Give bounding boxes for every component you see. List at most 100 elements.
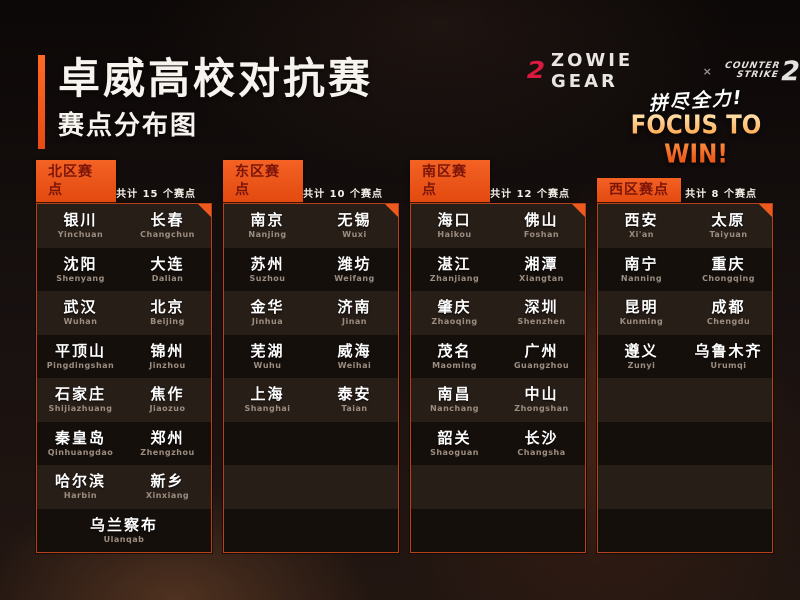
region-row: 乌兰察布 Ulanqab [37, 508, 211, 552]
city-name-zh: 石家庄 [54, 385, 106, 404]
region-row [224, 465, 398, 509]
city-name-zh: 茂名 [437, 341, 472, 360]
region-tab: 东区赛点 [223, 159, 304, 203]
region-row: 湛江 Zhanjiang 湘潭 Xiangtan [411, 247, 585, 291]
city-name-pinyin: Jiaozuo [149, 404, 186, 414]
region-row: 金华 Jinhua 济南 Jinan [224, 291, 398, 335]
city-list: 海口 Haikou 佛山 Foshan 湛江 Zhanjiang 湘潭 Xiangtan 肇庆 Z… [411, 204, 585, 552]
city-item: 广州 Guangzhou [498, 342, 585, 370]
region-row: 芜湖 Wuhu 威海 Weihai [224, 334, 398, 378]
city-list: 西安 Xi'an 太原 Taiyuan 南宁 Nanning 重庆 Chongqing 昆明 Ku… [598, 204, 772, 552]
city-name-zh: 重庆 [711, 254, 746, 273]
city-name-zh: 中山 [524, 385, 559, 404]
city-item: 泰安 Taian [311, 385, 398, 413]
city-item: 乌兰察布 Ulanqab [37, 515, 211, 544]
city-item: 西安 Xi'an [598, 211, 685, 240]
city-item: 海口 Haikou [411, 211, 498, 239]
city-item: 平顶山 Pingdingshan [37, 341, 124, 370]
city-name-pinyin: Zhengzhou [140, 447, 195, 457]
city-name-pinyin: Xi'an [629, 230, 654, 240]
city-name-pinyin: Yinchuan [57, 230, 104, 240]
city-item: 郑州 Zhengzhou [124, 429, 211, 457]
city-name-zh: 苏州 [250, 254, 285, 273]
city-name-zh: 遵义 [624, 341, 659, 360]
city-name-pinyin: Changchun [140, 230, 195, 240]
city-item: 佛山 Foshan [498, 211, 585, 239]
corner-fold-icon [198, 204, 211, 217]
city-name-pinyin: Xinxiang [145, 491, 190, 501]
region-header: 南区赛点 共计 12 个赛点 [410, 159, 586, 203]
region-row: 秦皇岛 Qinhuangdao 郑州 Zhengzhou [37, 421, 211, 465]
region-row: 石家庄 Shijiazhuang 焦作 Jiaozuo [37, 378, 211, 422]
region-row [224, 508, 398, 552]
city-item: 重庆 Chongqing [685, 254, 772, 283]
region-panel: 南京 Nanjing 无锡 Wuxi 苏州 Suzhou 潍坊 Weifang 金华 Jinhua… [223, 203, 399, 553]
city-name-pinyin: Ulanqab [103, 534, 145, 544]
city-item: 遵义 Zunyi [598, 341, 685, 370]
city-name-zh: 新乡 [150, 472, 185, 491]
region-tab: 西区赛点 [597, 177, 681, 203]
title-block: 卓威高校对抗赛 赛点分布图 [38, 54, 373, 149]
city-item: 乌鲁木齐 Urumqi [685, 341, 772, 370]
city-list: 银川 Yinchuan 长春 Changchun 沈阳 Shenyang 大连 Dalian 武… [37, 204, 211, 552]
city-name-zh: 乌鲁木齐 [694, 341, 763, 360]
corner-fold-icon [759, 204, 772, 217]
city-item: 秦皇岛 Qinhuangdao [37, 429, 124, 457]
region-count: 共计 8 个赛点 [685, 189, 757, 200]
city-item: 成都 Chengdu [685, 298, 772, 326]
region-row: 昆明 Kunming 成都 Chengdu [598, 291, 772, 335]
city-name-pinyin: Pingdingshan [46, 360, 115, 370]
city-name-pinyin: Shaoguan [430, 447, 479, 457]
city-name-pinyin: Shenzhen [517, 317, 566, 327]
city-name-zh: 佛山 [524, 211, 559, 230]
city-name-zh: 太原 [711, 211, 746, 230]
city-name-pinyin: Weifang [334, 273, 375, 283]
region-row: 上海 Shanghai 泰安 Taian [224, 378, 398, 422]
city-item: 南昌 Nanchang [411, 385, 498, 414]
city-name-zh: 济南 [337, 298, 372, 317]
city-name-zh: 平顶山 [54, 341, 106, 360]
region-row: 苏州 Suzhou 潍坊 Weifang [224, 247, 398, 291]
city-name-zh: 成都 [711, 298, 746, 317]
city-item: 金华 Jinhua [224, 298, 311, 326]
city-item: 深圳 Shenzhen [498, 298, 585, 327]
city-item: 长沙 Changsha [498, 429, 585, 457]
city-name-pinyin: Nanjing [248, 230, 287, 240]
city-name-pinyin: Shanghai [244, 404, 291, 414]
city-name-pinyin: Zhanjiang [429, 273, 480, 283]
city-name-pinyin: Zhongshan [514, 404, 569, 414]
city-name-zh: 潍坊 [337, 254, 372, 273]
city-item: 昆明 Kunming [598, 298, 685, 326]
city-name-zh: 哈尔滨 [54, 472, 106, 491]
city-item: 济南 Jinan [311, 298, 398, 326]
city-name-pinyin: Wuhan [63, 317, 98, 327]
region-column-west: 西区赛点 共计 8 个赛点 西安 Xi'an 太原 Taiyuan 南宁 Nanning 重… [597, 176, 773, 553]
city-name-pinyin: Nanchang [429, 404, 480, 414]
city-name-zh: 乌兰察布 [89, 515, 158, 534]
region-row: 银川 Yinchuan 长春 Changchun [37, 204, 211, 248]
region-row: 韶关 Shaoguan 长沙 Changsha [411, 421, 585, 465]
city-name-zh: 大连 [150, 254, 185, 273]
city-name-zh: 南宁 [624, 254, 659, 273]
brand-row: 2 ZOWIE GEAR × COUNTER STRIKE 2 [527, 50, 800, 92]
region-count: 共计 15 个赛点 [116, 189, 196, 200]
slogan-english: FOCUS TO WIN! [598, 111, 794, 169]
city-item: 太原 Taiyuan [685, 211, 772, 239]
city-item: 芜湖 Wuhu [224, 342, 311, 370]
city-name-pinyin: Beijing [150, 317, 185, 327]
city-name-pinyin: Shenyang [56, 273, 105, 283]
region-panel: 银川 Yinchuan 长春 Changchun 沈阳 Shenyang 大连 Dalian 武… [36, 203, 212, 553]
city-item: 中山 Zhongshan [498, 385, 585, 414]
city-name-pinyin: Nanning [620, 273, 663, 283]
city-name-pinyin: Zhaoqing [431, 317, 478, 327]
city-name-zh: 海口 [437, 211, 472, 230]
region-row: 南宁 Nanning 重庆 Chongqing [598, 247, 772, 291]
counter-strike-2-logo: COUNTER STRIKE 2 [724, 58, 800, 85]
region-row [411, 465, 585, 509]
city-name-zh: 南京 [250, 211, 285, 230]
region-row: 武汉 Wuhan 北京 Beijing [37, 291, 211, 335]
city-item: 哈尔滨 Harbin [37, 472, 124, 500]
region-panel: 西安 Xi'an 太原 Taiyuan 南宁 Nanning 重庆 Chongqing 昆明 Ku… [597, 203, 773, 553]
city-item: 潍坊 Weifang [311, 254, 398, 283]
city-item: 湘潭 Xiangtan [498, 255, 585, 283]
